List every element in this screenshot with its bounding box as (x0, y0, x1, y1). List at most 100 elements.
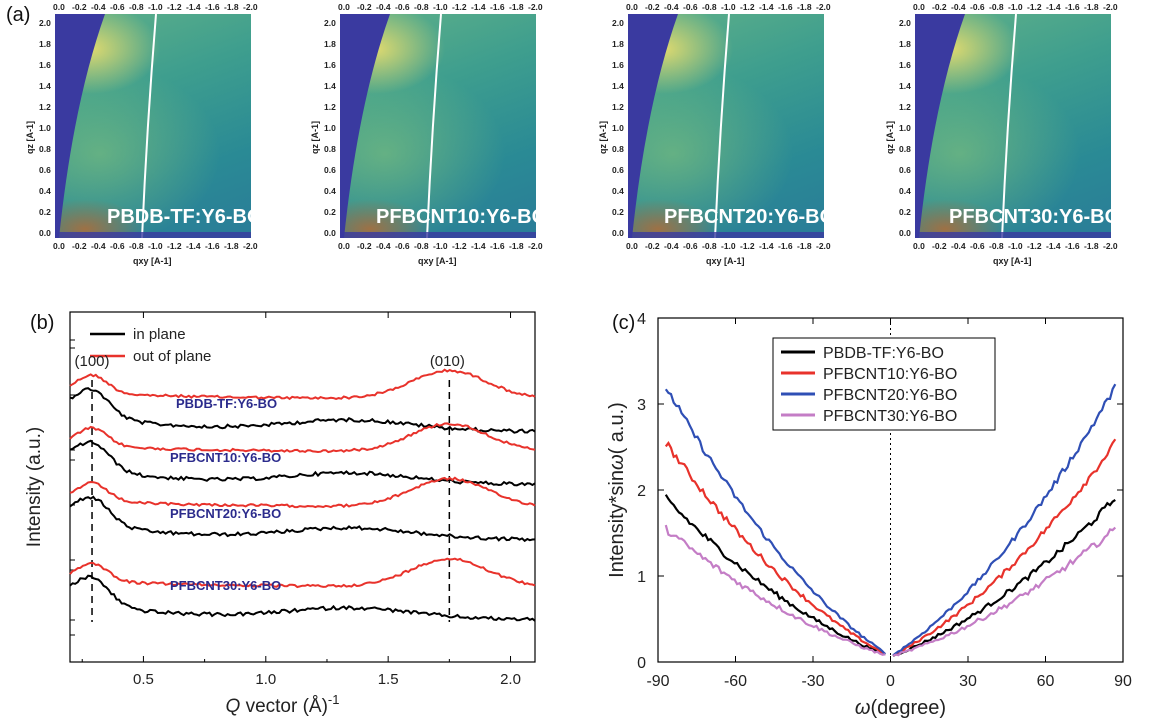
missing-wedge (55, 14, 105, 238)
qxy-tick-label: -1.6 (1065, 241, 1080, 251)
x-tick-label: -60 (724, 673, 747, 690)
qz-tick-label: 0.6 (899, 165, 911, 175)
series-line (664, 383, 1117, 657)
qz-tick-label: 1.6 (324, 60, 336, 70)
detector-gap-line (1001, 14, 1017, 238)
qz-tick-label: 1.4 (39, 81, 51, 91)
qz-tick-label: 1.0 (899, 123, 911, 133)
qxy-tick-label: -0.2 (932, 241, 947, 251)
qxy-tick-label: -1.8 (1084, 2, 1099, 12)
giwaxs-image: 0.0 0.0 -0.2 -0.2 -0.4 -0.4 -0.6 -0.6 -0.8 -0.8 -1… (25, 2, 263, 274)
qxy-tick-label: -0.8 (702, 241, 717, 251)
legend-label: PBDB-TF:Y6-BO (823, 345, 944, 362)
qxy-tick-label: -1.0 (1008, 241, 1023, 251)
qxy-tick-label: 0.0 (338, 2, 350, 12)
qz-tick-label: 1.0 (324, 123, 336, 133)
qxy-tick-label: -0.4 (664, 241, 679, 251)
qz-tick-label: 0.6 (324, 165, 336, 175)
qz-tick-label: 2.0 (39, 18, 51, 28)
qxy-tick-label: -0.8 (989, 2, 1004, 12)
qxy-tick-label: -0.2 (72, 2, 87, 12)
qz-tick-label: 1.6 (39, 60, 51, 70)
qxy-tick-label: -1.6 (490, 241, 505, 251)
qxy-tick-label: -1.6 (1065, 2, 1080, 12)
qz-tick-label: 0.8 (324, 144, 336, 154)
detector-mask (915, 14, 1111, 238)
qxy-tick-label: -1.8 (797, 2, 812, 12)
x-tick-label: 2.0 (500, 671, 521, 688)
qz-axis-label: qz [A-1] (885, 121, 895, 154)
sample-label: PFBCNT30:Y6-BO (949, 206, 1121, 228)
qxy-tick-label: -1.2 (740, 241, 755, 251)
sample-label: PBDB-TF:Y6-BO (107, 206, 263, 228)
qxy-tick-label: -0.6 (395, 241, 410, 251)
peak-label: (100) (75, 353, 110, 370)
out-of-plane-curve (69, 368, 536, 401)
detector-gap-line (714, 14, 730, 238)
x-tick-label: 0 (886, 673, 895, 690)
qxy-tick-label: 0.0 (338, 241, 350, 251)
qxy-tick-label: -1.0 (721, 241, 736, 251)
qxy-tick-label: 0.0 (913, 2, 925, 12)
qxy-tick-label: -1.2 (1027, 2, 1042, 12)
qz-axis-label: qz [A-1] (310, 121, 320, 154)
x-tick-label: 30 (959, 673, 977, 690)
qxy-tick-label: -1.0 (721, 2, 736, 12)
sample-label: PFBCNT10:Y6-BO (376, 206, 548, 228)
qxy-tick-label: -1.8 (509, 2, 524, 12)
qz-tick-label: 1.4 (899, 81, 911, 91)
x-tick-label: -90 (646, 673, 669, 690)
qxy-tick-label: -1.8 (797, 241, 812, 251)
qxy-tick-label: -0.6 (683, 2, 698, 12)
qxy-tick-label: -0.4 (951, 2, 966, 12)
qxy-tick-label: -1.4 (471, 2, 486, 12)
giwaxs-image: 0.0 0.0 -0.2 -0.2 -0.4 -0.4 -0.6 -0.6 -0.8 -0.8 -1… (598, 2, 835, 274)
horizon-band (55, 232, 251, 238)
qxy-tick-label: -0.6 (970, 2, 985, 12)
qxy-tick-label: -1.4 (1046, 2, 1061, 12)
qz-tick-label: 1.2 (39, 102, 51, 112)
panel-label-c: (c) (612, 312, 636, 334)
qxy-tick-label: -0.2 (932, 2, 947, 12)
y-tick-label: 4 (637, 311, 646, 328)
qz-axis-label: qz [A-1] (25, 121, 35, 154)
qxy-tick-label: -1.6 (205, 241, 220, 251)
qxy-tick-label: -1.4 (186, 2, 201, 12)
qz-tick-label: 0.0 (39, 228, 51, 238)
qxy-tick-label: -1.2 (740, 2, 755, 12)
qxy-tick-label: -1.4 (471, 241, 486, 251)
qxy-tick-label: -0.2 (357, 241, 372, 251)
qz-tick-label: 0.0 (612, 228, 624, 238)
qz-tick-label: 1.4 (612, 81, 624, 91)
legend-label: in plane (133, 326, 186, 343)
line-profile-chart: 0.5 1.0 1.5 2.0 Q vector (Å)-1 Intensity (a.u… (24, 311, 536, 717)
qxy-tick-label: -1.8 (509, 241, 524, 251)
in-plane-curve (69, 439, 536, 487)
qxy-tick-label: -0.8 (129, 2, 144, 12)
qz-tick-label: 0.8 (899, 144, 911, 154)
qz-tick-label: 0.2 (324, 207, 336, 217)
qz-tick-label: 1.6 (612, 60, 624, 70)
out-of-plane-curve (69, 557, 536, 589)
qz-tick-label: 2.0 (899, 18, 911, 28)
legend-label: PFBCNT20:Y6-BO (823, 387, 957, 404)
scattering-map (915, 14, 1111, 238)
qxy-tick-label: -2.0 (528, 241, 543, 251)
qxy-tick-label: -0.6 (110, 241, 125, 251)
horizon-band (340, 232, 536, 238)
qxy-tick-label: -1.0 (148, 241, 163, 251)
qxy-tick-label: -2.0 (528, 2, 543, 12)
qxy-tick-label: 0.0 (626, 241, 638, 251)
qz-tick-label: 2.0 (324, 18, 336, 28)
legend-label: PFBCNT10:Y6-BO (823, 366, 957, 383)
out-of-plane-curve (69, 476, 536, 509)
qxy-tick-label: -0.4 (664, 2, 679, 12)
qxy-tick-label: -2.0 (816, 2, 831, 12)
qxy-tick-label: -2.0 (243, 2, 258, 12)
qz-tick-label: 1.4 (324, 81, 336, 91)
missing-wedge (915, 14, 965, 238)
qxy-tick-label: 0.0 (913, 241, 925, 251)
qxy-tick-label: -1.0 (433, 2, 448, 12)
qxy-tick-label: -1.4 (759, 241, 774, 251)
y-tick-label: 3 (637, 397, 646, 414)
